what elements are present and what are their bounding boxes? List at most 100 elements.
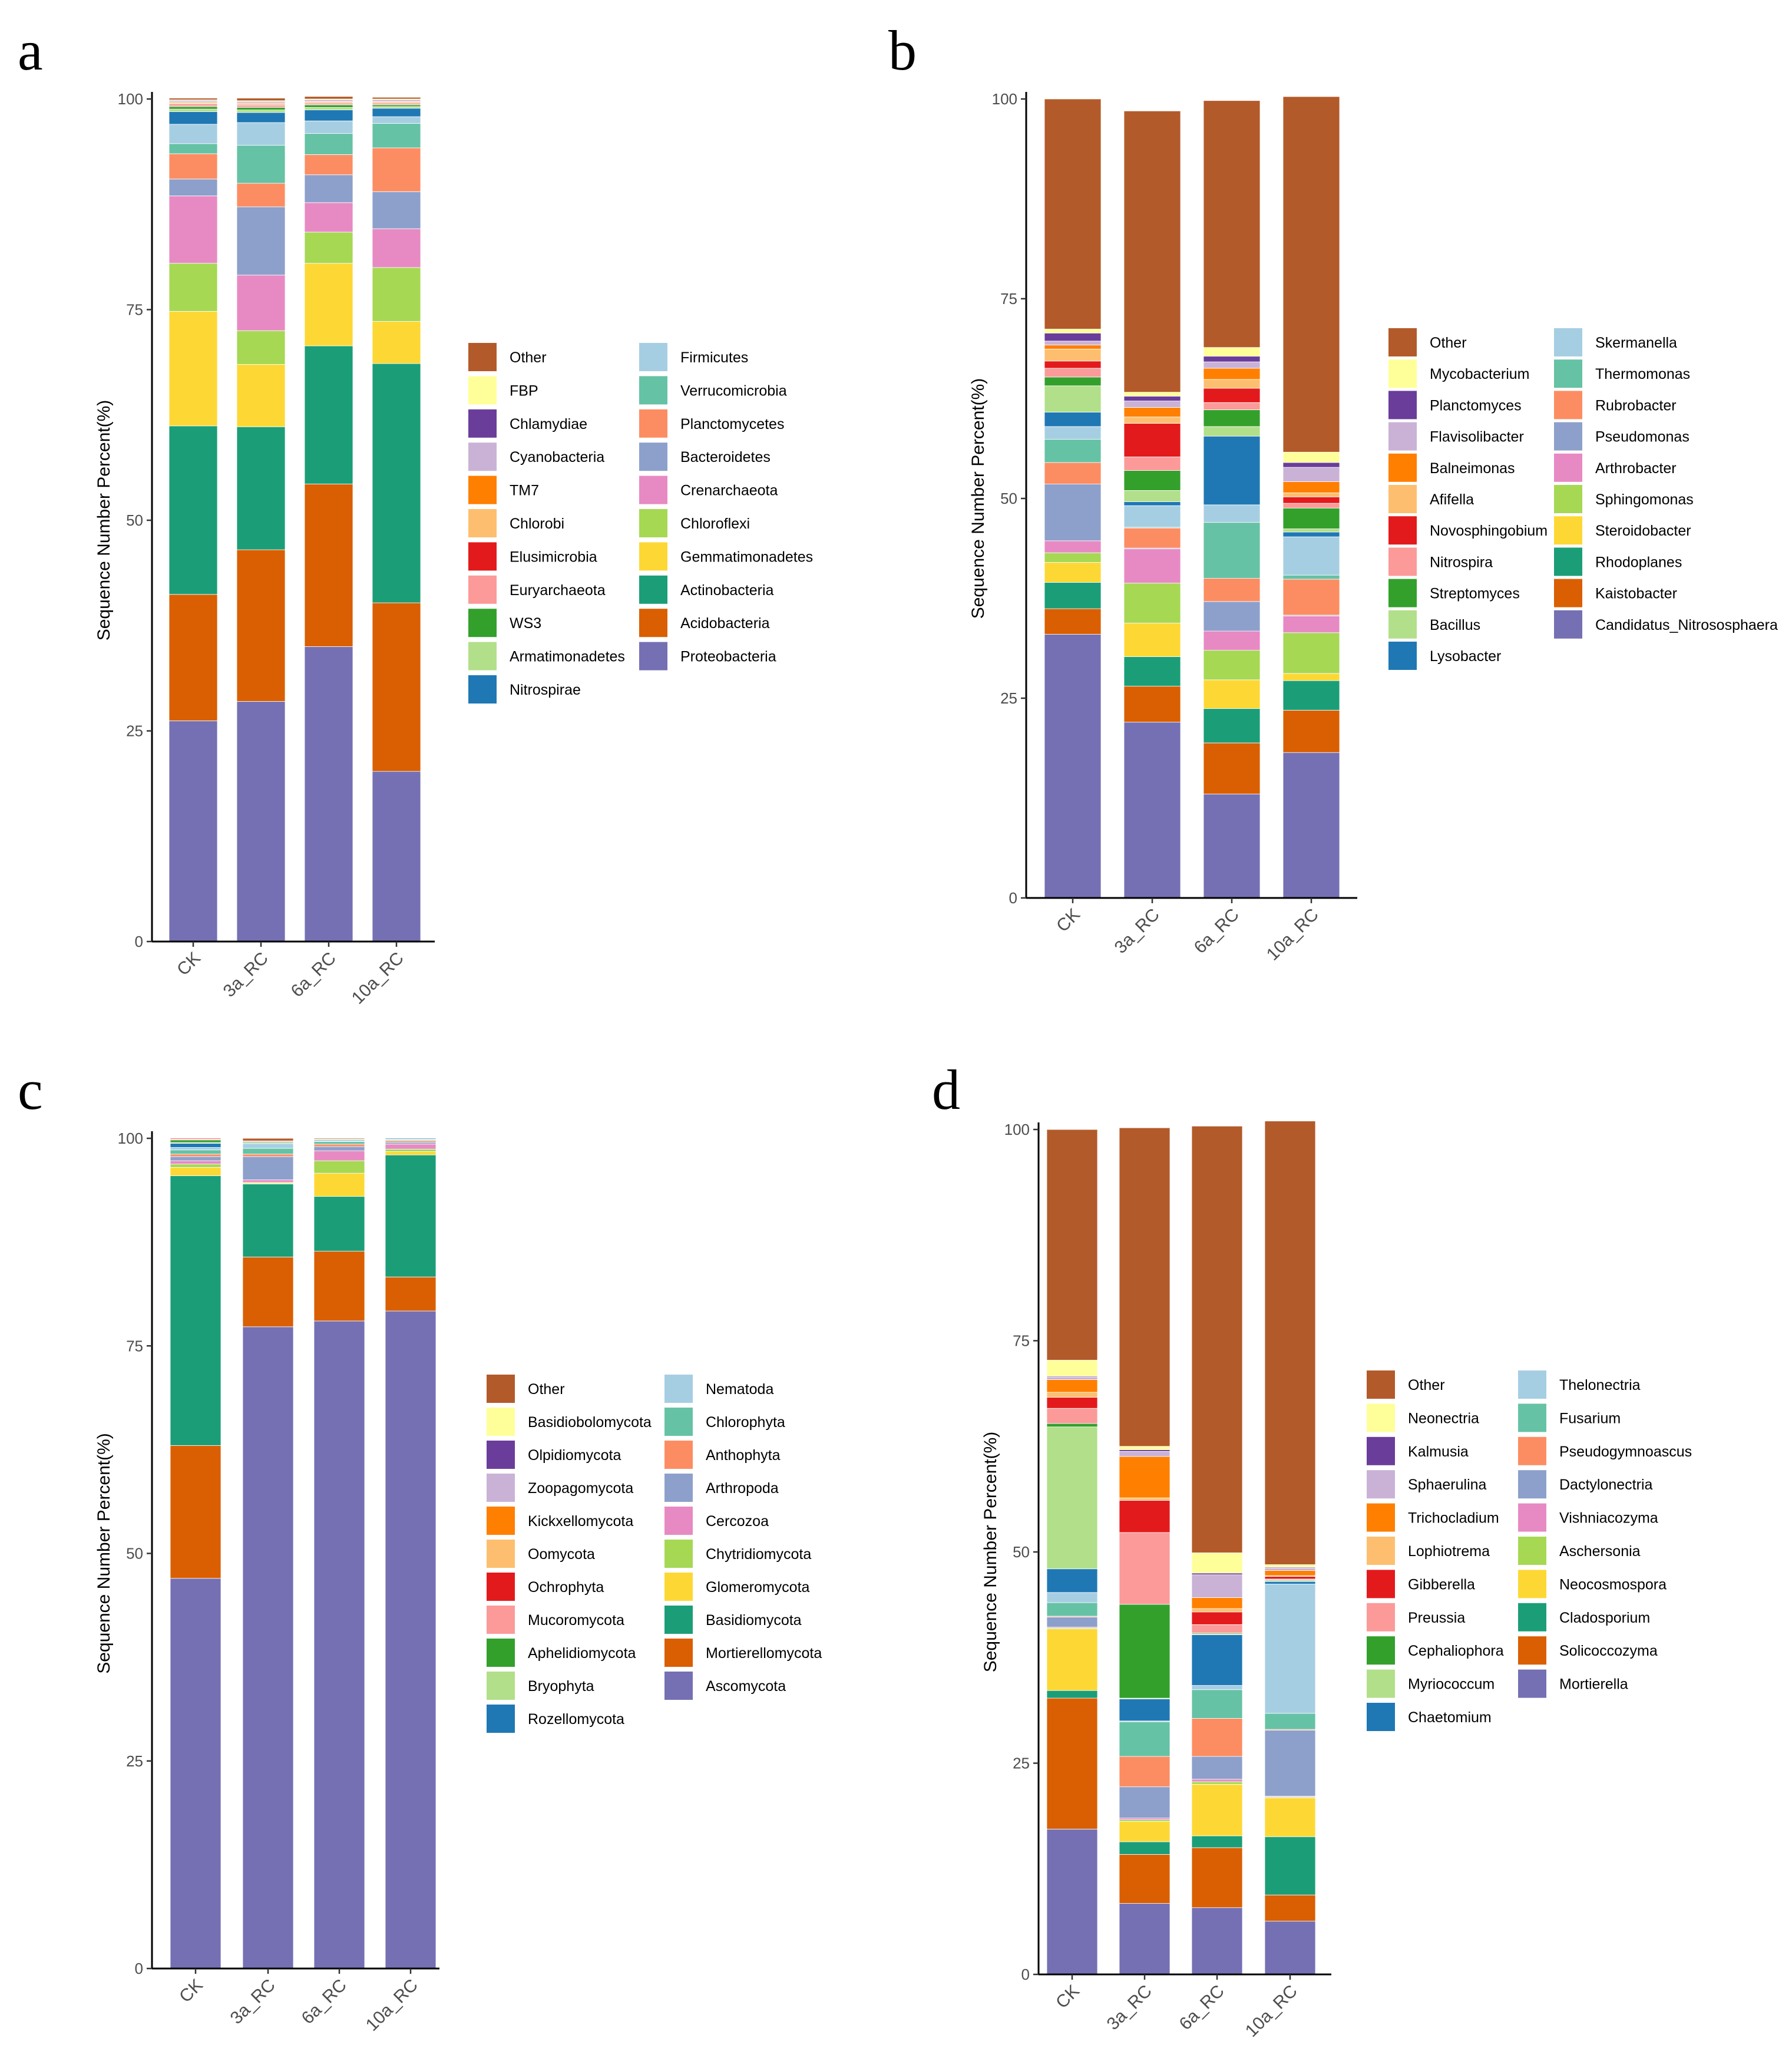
panel-a-legend-swatch-chlorobi	[468, 509, 497, 537]
panel-d-bar-ck	[1046, 1129, 1098, 1975]
panel-a-ytick-label-25: 25	[126, 722, 143, 740]
panel-a-legend-swatch-acidobacteria	[639, 609, 667, 638]
panel-d-legend-label-cladosporium: Cladosporium	[1559, 1610, 1650, 1626]
panel-b-segment-6a-rc-kaistobacter	[1203, 742, 1261, 795]
panel-d-legend-label-mortierella: Mortierella	[1559, 1676, 1628, 1693]
panel-b-legend-label-sphingomonas: Sphingomonas	[1595, 491, 1694, 508]
panel-d-segment-10a-rc-solicoccozyma	[1264, 1894, 1316, 1922]
panel-b-legend-swatch-candidatus-nitrososphaera	[1554, 610, 1582, 639]
panel-a-bar-ck	[168, 98, 218, 942]
panel-d-legend-swatch-solicoccozyma	[1518, 1636, 1546, 1665]
panel-c-xtick-label-10a-rc: 10a_RC	[362, 1976, 422, 2035]
panel-c-segment-6a-rc-mortierellomycota	[313, 1251, 365, 1322]
panel-d-legend-label-myriococcum: Myriococcum	[1408, 1676, 1495, 1693]
panel-d-segment-ck-dactylonectria	[1046, 1617, 1098, 1628]
panel-c-segment-10a-rc-basidiomycota	[385, 1154, 437, 1277]
panel-d-segment-6a-rc-preussia	[1191, 1624, 1243, 1634]
panel-b-segment-3a-rc-skermanella	[1123, 505, 1181, 528]
panel-a-legend-swatch-cyanobacteria	[468, 442, 497, 471]
panel-b-legend-label-streptomyces: Streptomyces	[1430, 586, 1520, 602]
panel-b-legend-label-kaistobacter: Kaistobacter	[1595, 586, 1677, 602]
panel-a-ytick-label-50: 50	[126, 511, 143, 529]
panel-a-segment-ck-planctomycetes	[168, 153, 218, 180]
panel-a-legend-swatch-other	[468, 343, 497, 371]
panel-b-segment-10a-rc-rubrobacter	[1282, 579, 1340, 616]
panel-c-legend-swatch-chlorophyta	[664, 1408, 693, 1436]
panel-a-segment-3a-rc-gemmatimonadetes	[236, 364, 286, 427]
panel-b-segment-ck-planctomyces	[1044, 332, 1102, 342]
panel-d-legend-swatch-other	[1367, 1370, 1395, 1399]
panel-c-legend-label-cercozoa: Cercozoa	[706, 1513, 769, 1530]
panel-a-ytick-label-0: 0	[135, 933, 143, 950]
panel-a-legend-label-fbp: FBP	[510, 382, 538, 399]
panel-b-segment-6a-rc-planctomyces	[1203, 356, 1261, 362]
panel-a-segment-6a-rc-gemmatimonadetes	[304, 263, 353, 346]
panel-b-legend-label-steroidobacter: Steroidobacter	[1595, 523, 1691, 539]
panel-b-segment-ck-other	[1044, 98, 1102, 329]
panel-b-segment-6a-rc-flavisolibacter	[1203, 361, 1261, 369]
panel-a-segment-3a-rc-nitrospirae	[236, 112, 286, 123]
panel-b-segment-ck-arthrobacter	[1044, 540, 1102, 553]
panel-a-legend-label-gemmatimonadetes: Gemmatimonadetes	[680, 549, 813, 565]
panel-b-segment-6a-rc-rhodoplanes	[1203, 708, 1261, 744]
panel-a-segment-10a-rc-chloroflexi	[372, 267, 421, 322]
panel-a-legend-label-acidobacteria: Acidobacteria	[680, 615, 770, 632]
panel-d-legend-swatch-fusarium	[1518, 1403, 1546, 1432]
panel-c-legend-label-olpidiomycota: Olpidiomycota	[528, 1447, 621, 1464]
panel-d-legend-label-preussia: Preussia	[1408, 1610, 1465, 1626]
panel-d-segment-6a-rc-other	[1191, 1125, 1243, 1553]
panel-b-legend-label-lysobacter: Lysobacter	[1430, 648, 1501, 665]
panel-a-legend: Other FBP Chlamydiae Cyanobacteria TM7 Chloro…	[468, 343, 813, 704]
panel-b-segment-10a-rc-candidatus-nitrososphaera	[1282, 752, 1340, 899]
panel-b-segment-10a-rc-lysobacter	[1282, 531, 1340, 537]
panel-b-legend-label-skermanella: Skermanella	[1595, 335, 1677, 351]
panel-d-segment-10a-rc-other	[1264, 1121, 1316, 1565]
panel-a-segment-10a-rc-proteobacteria	[372, 771, 421, 942]
panel-a-segment-6a-rc-firmicutes	[304, 120, 353, 134]
panel-d-bar-6a-rc	[1191, 1125, 1243, 1975]
panel-b-segment-ck-kaistobacter	[1044, 608, 1102, 635]
panel-b-legend-swatch-novosphingobium	[1388, 516, 1417, 545]
panel-d-legend-label-vishniacozyma: Vishniacozyma	[1559, 1510, 1658, 1527]
panel-c-legend-label-oomycota: Oomycota	[528, 1546, 595, 1563]
panel-b-legend: Other Mycobacterium Planctomyces Flavisolib…	[1388, 328, 1778, 670]
panel-d-legend-swatch-kalmusia	[1367, 1436, 1395, 1465]
panel-c-segment-6a-rc-arthropoda	[313, 1146, 365, 1151]
panel-b-legend-label-afifella: Afifella	[1430, 491, 1474, 508]
panel-d-legend-swatch-neocosmospora	[1518, 1570, 1546, 1598]
panel-c-legend-label-bryophyta: Bryophyta	[528, 1678, 594, 1695]
panel-a-legend-swatch-tm7	[468, 475, 497, 504]
panel-d-segment-6a-rc-kalmusia	[1191, 1573, 1243, 1576]
panel-d-segment-3a-rc-fusarium	[1119, 1721, 1171, 1757]
panel-c-bar-6a-rc	[313, 1138, 365, 1969]
panel-b-segment-3a-rc-streptomyces	[1123, 470, 1181, 491]
panel-d-segment-6a-rc-fusarium	[1191, 1689, 1243, 1719]
panel-b-legend-label-candidatus-nitrososphaera: Candidatus_Nitrososphaera	[1595, 617, 1778, 633]
panel-a-segment-10a-rc-armatimonadetes	[372, 106, 421, 109]
panel-a-segment-ck-gemmatimonadetes	[168, 311, 218, 427]
panel-a-legend-label-tm7: TM7	[510, 483, 539, 499]
panel-d-segment-6a-rc-chaetomium	[1191, 1634, 1243, 1686]
panel-d-segment-6a-rc-lophiotrema	[1191, 1608, 1243, 1613]
panel-a-ytick-label-75: 75	[126, 301, 143, 319]
panel-b-segment-ck-lysobacter	[1044, 412, 1102, 427]
panel-d-segment-10a-rc-thelonectria	[1264, 1584, 1316, 1714]
panel-b-segment-3a-rc-planctomyces	[1123, 396, 1181, 401]
panel-c-legend-swatch-basidiobolomycota	[487, 1408, 515, 1436]
panel-b-segment-ck-afifella	[1044, 349, 1102, 362]
panel-a-segment-6a-rc-ws3	[304, 104, 353, 108]
panel-b-legend-swatch-afifella	[1388, 485, 1417, 513]
panel-a-segment-ck-nitrospirae	[168, 111, 218, 125]
panel-c-legend-swatch-ascomycota	[664, 1672, 693, 1700]
panel-d-segment-10a-rc-trichocladium	[1264, 1570, 1316, 1576]
panel-d-segment-ck-fusarium	[1046, 1602, 1098, 1617]
panel-c-ytick-label-50: 50	[126, 1545, 143, 1563]
panel-b-segment-3a-rc-bacillus	[1123, 490, 1181, 502]
panel-d-ytick-label-50: 50	[1013, 1543, 1030, 1561]
panel-b-segment-3a-rc-rhodoplanes	[1123, 656, 1181, 687]
panel-b-segment-3a-rc-candidatus-nitrososphaera	[1123, 722, 1181, 899]
panel-b-legend-swatch-lysobacter	[1388, 642, 1417, 670]
panel-d-ytick-label-0: 0	[1021, 1966, 1030, 1983]
panel-b-segment-10a-rc-afifella	[1282, 493, 1340, 497]
panel-a-segment-3a-rc-actinobacteria	[236, 426, 286, 550]
